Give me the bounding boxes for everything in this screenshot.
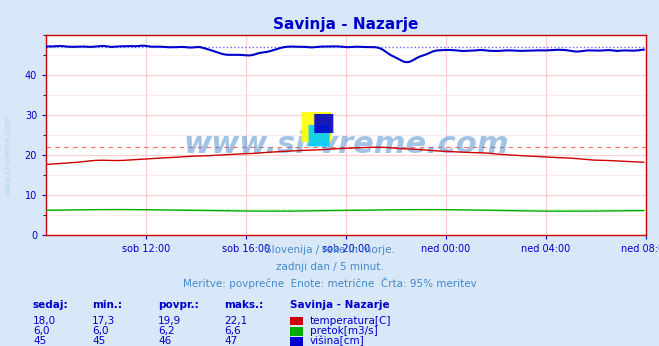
Text: Meritve: povprečne  Enote: metrične  Črta: 95% meritev: Meritve: povprečne Enote: metrične Črta:…	[183, 277, 476, 289]
Text: 46: 46	[158, 336, 171, 346]
Text: www.si-vreme.com: www.si-vreme.com	[183, 130, 509, 160]
Text: 6,0: 6,0	[92, 326, 109, 336]
Title: Savinja - Nazarje: Savinja - Nazarje	[273, 17, 418, 32]
Text: 45: 45	[33, 336, 46, 346]
Text: www.si-vreme.com: www.si-vreme.com	[3, 116, 13, 195]
Text: 6,0: 6,0	[33, 326, 49, 336]
Text: maks.:: maks.:	[224, 300, 264, 310]
Text: 18,0: 18,0	[33, 316, 56, 326]
Text: 22,1: 22,1	[224, 316, 247, 326]
Text: pretok[m3/s]: pretok[m3/s]	[310, 326, 378, 336]
Text: 6,2: 6,2	[158, 326, 175, 336]
Text: ■: ■	[298, 106, 334, 144]
Text: 6,6: 6,6	[224, 326, 241, 336]
Text: sedaj:: sedaj:	[33, 300, 69, 310]
Text: min.:: min.:	[92, 300, 123, 310]
Text: 45: 45	[92, 336, 105, 346]
Text: 17,3: 17,3	[92, 316, 115, 326]
Text: Slovenija / reke in morje.: Slovenija / reke in morje.	[264, 245, 395, 255]
Text: ■: ■	[306, 121, 332, 149]
Text: Savinja - Nazarje: Savinja - Nazarje	[290, 300, 389, 310]
Text: zadnji dan / 5 minut.: zadnji dan / 5 minut.	[275, 262, 384, 272]
Text: 19,9: 19,9	[158, 316, 181, 326]
Text: višina[cm]: višina[cm]	[310, 336, 364, 346]
Text: temperatura[C]: temperatura[C]	[310, 316, 391, 326]
Text: 47: 47	[224, 336, 237, 346]
Text: povpr.:: povpr.:	[158, 300, 199, 310]
Text: ■: ■	[312, 111, 335, 135]
